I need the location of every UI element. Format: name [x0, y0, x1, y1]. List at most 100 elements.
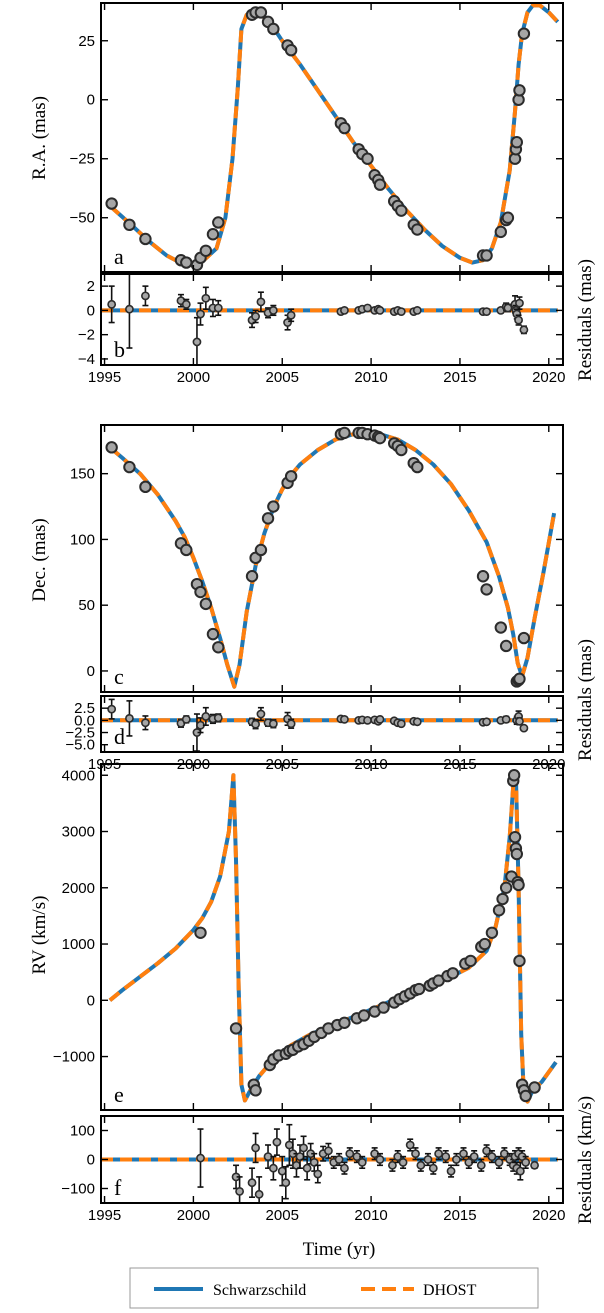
- x-tick-label: 2015: [443, 369, 476, 386]
- y-tick-label: 50: [78, 597, 95, 614]
- y-tick-label: 0: [87, 992, 95, 1009]
- y-tick-label: −4: [78, 351, 95, 368]
- data-point: [245, 570, 259, 583]
- data-point: [492, 904, 506, 917]
- data-point: [395, 443, 408, 457]
- data-point: [513, 672, 526, 686]
- y-axis-label-f: Residuals (km/s): [575, 1096, 596, 1224]
- panel-label-f: f: [114, 1175, 122, 1200]
- panel-f: 1995 2000 2005 2010 2015 2020 −100 0 100 f Residua…: [61, 1096, 596, 1224]
- data-point: [528, 1081, 541, 1094]
- residual-point: [375, 714, 385, 724]
- data-point: [284, 43, 298, 57]
- residual-point: [514, 315, 523, 325]
- legend-label-dhost: DHOST: [423, 1282, 477, 1299]
- residual-point: [272, 1137, 282, 1147]
- panel-d: 1995 2000 2005 2010 2015 2020−5.0−2.50.02.5d R…: [65, 639, 596, 773]
- x-tick-label: 1995: [88, 369, 121, 386]
- data-point: [338, 1016, 351, 1029]
- residual-point: [423, 1155, 433, 1164]
- axes-frame-c: [100, 424, 564, 693]
- residual-point: [396, 719, 406, 729]
- y-tick-label: 100: [70, 1123, 95, 1140]
- residual-point: [334, 1155, 344, 1164]
- data-point: [464, 954, 477, 968]
- y-tick-label: −5.0: [65, 737, 95, 754]
- y-axis-label-d: Residuals (mas): [575, 639, 596, 761]
- residual-point: [340, 1163, 349, 1173]
- y-tick-label: −25: [70, 151, 95, 168]
- data-point: [267, 22, 280, 36]
- data-point: [212, 216, 225, 229]
- residual-point: [340, 714, 349, 724]
- data-point: [212, 641, 225, 654]
- residual-point: [398, 1158, 408, 1167]
- residual-point: [388, 1160, 397, 1170]
- data-point: [254, 543, 268, 557]
- y-axis-label-c: Dec. (mas): [29, 518, 50, 601]
- y-tick-label: −100: [61, 1181, 95, 1198]
- data-point: [499, 639, 513, 653]
- residual-point: [521, 1158, 531, 1167]
- residual-point: [277, 1166, 287, 1176]
- plot-area-f: [101, 1123, 558, 1203]
- data-point: [501, 211, 515, 224]
- residual-point: [487, 1152, 497, 1161]
- y-axis-label-e: RV (km/s): [29, 896, 50, 975]
- data-point: [494, 225, 508, 239]
- data-point: [338, 121, 351, 135]
- data-point: [411, 223, 424, 236]
- residual-point: [268, 1163, 278, 1173]
- residual-point: [201, 712, 211, 721]
- x-tick-label: 2010: [354, 1207, 387, 1224]
- residual-point: [181, 714, 191, 724]
- residual-point: [213, 713, 223, 723]
- residual-point: [251, 1143, 260, 1153]
- panel-b: 1995 2000 2005 2010 2015 2020 −4 −2 0 2 b Residuals…: [78, 259, 596, 386]
- residual-point: [451, 1155, 461, 1164]
- y-tick-label: 0: [87, 92, 95, 109]
- y-axis-label-a: R.A. (mas): [29, 96, 50, 180]
- data-point: [139, 480, 152, 494]
- residual-point: [428, 1163, 438, 1173]
- panel-label-b: b: [114, 337, 125, 362]
- residual-point: [251, 312, 260, 321]
- residual-point: [494, 1158, 504, 1167]
- data-point: [377, 1001, 390, 1014]
- residual-point: [469, 1152, 479, 1161]
- data-point: [267, 500, 280, 513]
- residual-point: [286, 719, 296, 729]
- residual-point: [247, 1178, 257, 1188]
- x-axis-label: Time (yr): [303, 1239, 376, 1260]
- residual-point: [309, 1158, 319, 1167]
- residual-point: [281, 1178, 291, 1188]
- data-point: [480, 583, 493, 596]
- legend: Schwarzschild DHOST: [129, 1267, 539, 1309]
- data-point: [513, 84, 526, 97]
- residual-point: [283, 318, 292, 327]
- data-point: [254, 6, 268, 19]
- panel-a: −50 −25 0 25 a R.A. (mas): [29, 2, 564, 273]
- panel-e: −1000 0 1000 2000 3000 4000 e RV (km/s): [29, 763, 564, 1111]
- axes-frame-b: [100, 273, 564, 366]
- y-tick-label: 1000: [62, 936, 95, 953]
- residual-point: [411, 1149, 420, 1159]
- y-tick-label: 0: [87, 1152, 95, 1169]
- panel-label-c: c: [114, 664, 124, 689]
- x-tick-label: 2000: [177, 369, 210, 386]
- residual-point: [375, 305, 385, 315]
- data-point: [476, 570, 490, 583]
- y-tick-label: 0.0: [74, 712, 95, 729]
- x-tick-label: 2020: [532, 369, 565, 386]
- y-tick-label: 2000: [62, 880, 95, 897]
- x-tick-label: 1995: [88, 1207, 121, 1224]
- residual-point: [501, 714, 511, 724]
- residual-point: [141, 718, 150, 728]
- residual-point: [125, 304, 134, 314]
- series-line-schwarzschild: [108, 430, 557, 689]
- y-axis-label-b: Residuals (mas): [575, 259, 596, 381]
- axes-frame-a: [100, 2, 564, 273]
- residual-point: [213, 303, 223, 313]
- series-line-dhost: [108, 430, 557, 689]
